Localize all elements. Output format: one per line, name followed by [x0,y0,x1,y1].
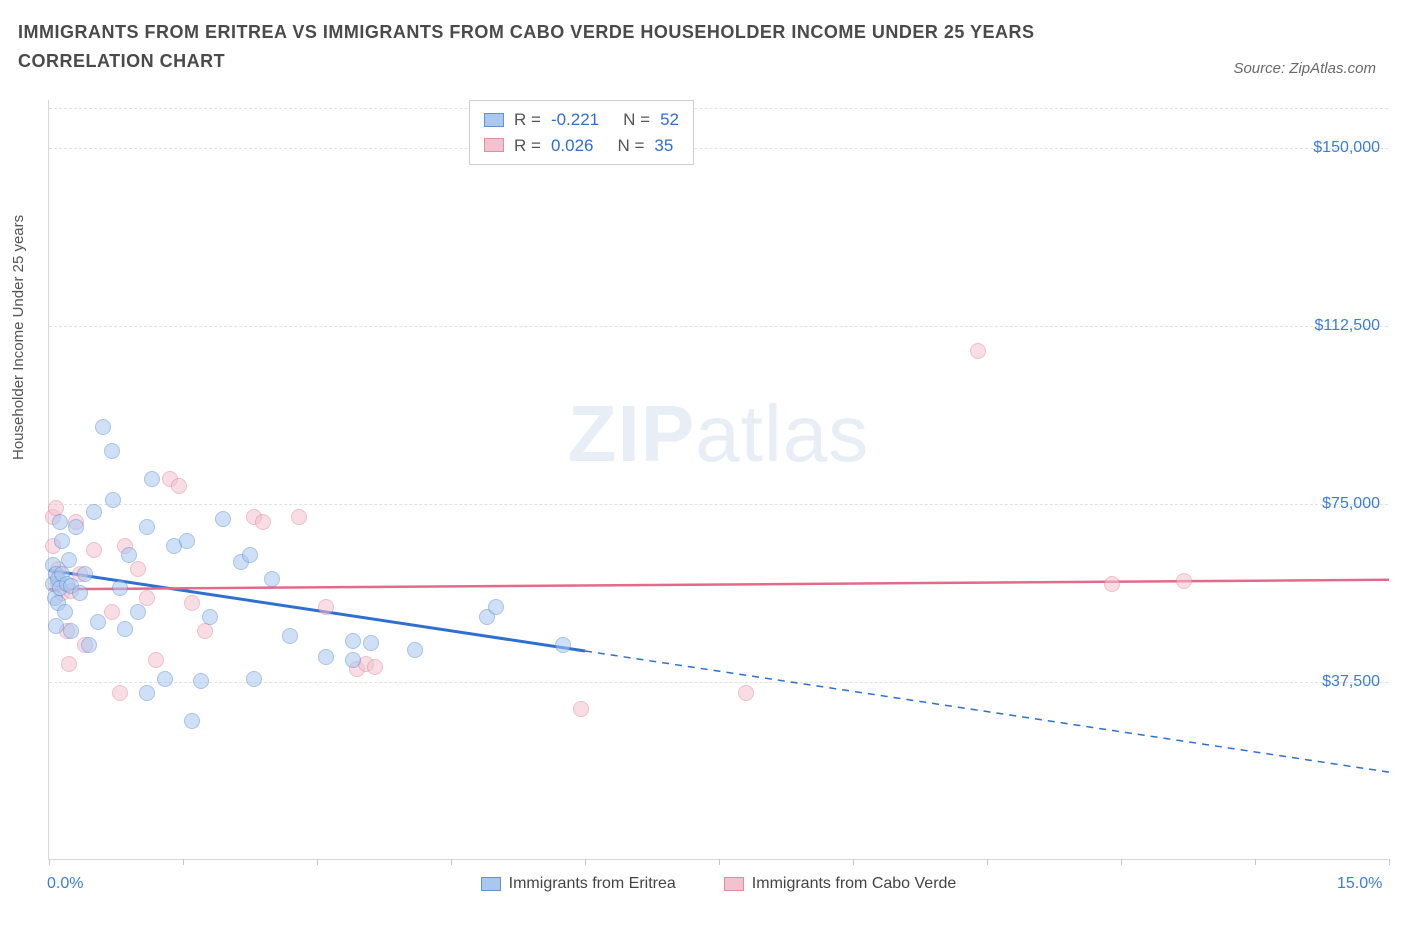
x-tick [719,859,720,865]
scatter-point [318,649,334,665]
scatter-point [573,701,589,717]
scatter-point [215,511,231,527]
scatter-point [345,652,361,668]
stat-R-eritrea: -0.221 [551,107,599,133]
legend-label-caboverde: Immigrants from Cabo Verde [752,875,957,893]
scatter-point [139,685,155,701]
scatter-point [407,642,423,658]
scatter-point [77,566,93,582]
x-tick [451,859,452,865]
scatter-point [112,580,128,596]
stat-N-eritrea: 52 [660,107,679,133]
x-tick [987,859,988,865]
x-tick [1255,859,1256,865]
x-tick-label: 0.0% [47,875,83,893]
scatter-point [184,713,200,729]
scatter-point [242,547,258,563]
scatter-point [81,637,97,653]
x-tick [1121,859,1122,865]
y-axis-label: Householder Income Under 25 years [10,215,27,460]
scatter-point [52,514,68,530]
scatter-point [86,542,102,558]
scatter-point [197,623,213,639]
scatter-point [970,343,986,359]
scatter-point [157,671,173,687]
legend-label-eritrea: Immigrants from Eritrea [509,875,676,893]
scatter-point [246,671,262,687]
x-tick [585,859,586,865]
scatter-point [95,419,111,435]
scatter-point [63,623,79,639]
scatter-point [264,571,280,587]
scatter-point [57,604,73,620]
scatter-point [139,590,155,606]
swatch-caboverde [724,877,744,891]
scatter-point [318,599,334,615]
x-tick [317,859,318,865]
scatter-point [144,471,160,487]
scatter-point [1104,576,1120,592]
scatter-point [1176,573,1192,589]
scatter-point [488,599,504,615]
scatter-point [179,533,195,549]
stats-row-eritrea: R = -0.221 N = 52 [484,107,679,133]
scatter-point [367,659,383,675]
scatter-point [202,609,218,625]
chart-title: IMMIGRANTS FROM ERITREA VS IMMIGRANTS FR… [18,18,1118,76]
scatter-point [363,635,379,651]
scatter-point [130,604,146,620]
x-tick [1389,859,1390,865]
stat-R-caboverde: 0.026 [551,133,594,159]
scatter-point [105,492,121,508]
stat-R-label: R = [514,107,541,133]
scatter-point [139,519,155,535]
scatter-point [193,673,209,689]
scatter-point [117,621,133,637]
scatter-point [72,585,88,601]
scatter-point [345,633,361,649]
stat-N-label: N = [623,107,650,133]
scatter-point [255,514,271,530]
scatter-point [184,595,200,611]
legend-item-caboverde: Immigrants from Cabo Verde [724,875,957,893]
scatter-point [171,478,187,494]
scatter-point [104,443,120,459]
scatter-point [90,614,106,630]
scatter-point [555,637,571,653]
stat-R-label: R = [514,133,541,159]
scatter-point [112,685,128,701]
swatch-eritrea [481,877,501,891]
scatter-point [68,519,84,535]
stat-N-caboverde: 35 [654,133,673,159]
scatter-point [54,533,70,549]
swatch-eritrea [484,113,504,127]
legend-item-eritrea: Immigrants from Eritrea [481,875,676,893]
scatter-point [282,628,298,644]
stats-legend-box: R = -0.221 N = 52 R = 0.026 N = 35 [469,100,694,165]
stat-N-label: N = [617,133,644,159]
scatter-point [61,552,77,568]
regression-lines [49,100,1388,859]
x-tick [853,859,854,865]
swatch-caboverde [484,138,504,152]
stats-row-caboverde: R = 0.026 N = 35 [484,133,679,159]
regression-line-eritrea-dashed [585,651,1389,772]
scatter-point [61,656,77,672]
scatter-point [291,509,307,525]
source-attribution: Source: ZipAtlas.com [1233,60,1376,77]
legend-bottom: Immigrants from Eritrea Immigrants from … [49,875,1388,893]
scatter-point [148,652,164,668]
scatter-point [86,504,102,520]
x-tick [183,859,184,865]
scatter-point [130,561,146,577]
x-tick-label: 15.0% [1337,875,1382,893]
scatter-point [104,604,120,620]
x-tick [49,859,50,865]
scatter-point [48,618,64,634]
scatter-point [121,547,137,563]
scatter-point [738,685,754,701]
chart-plot-area: ZIPatlas $37,500$75,000$112,500$150,000 … [48,100,1388,860]
